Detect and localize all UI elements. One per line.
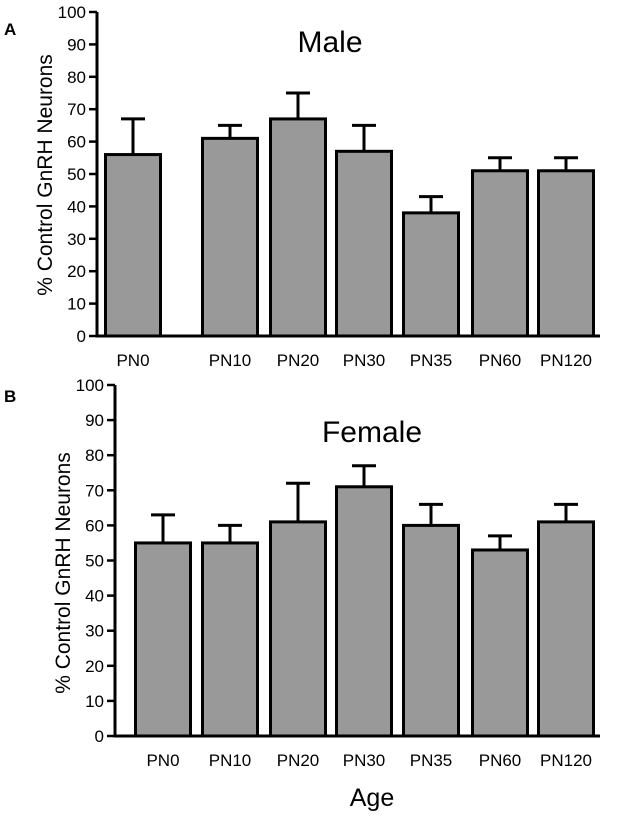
y-tick-label-male: 80: [67, 68, 86, 87]
x-tick-label-male: PN0: [116, 351, 149, 370]
x-tick-label-female: PN120: [540, 751, 592, 770]
panel-female: B Female % Control GnRH Neurons Age 0 10 2…: [4, 376, 600, 812]
x-tick-label-female: PN0: [146, 751, 179, 770]
chart-title-male: Male: [297, 26, 362, 59]
x-tick-label-male: PN20: [277, 351, 320, 370]
x-tick-label-female: PN60: [479, 751, 522, 770]
y-tick-label-female: 40: [85, 587, 104, 606]
x-tick-label-male: PN60: [479, 351, 522, 370]
y-tick-label-male: 70: [67, 100, 86, 119]
bar-female-pn120: [537, 520, 595, 738]
chart-title-female: Female: [322, 416, 422, 449]
y-tick-label-female: 10: [85, 692, 104, 711]
y-tick-label-female: 90: [85, 411, 104, 430]
y-tick-label-male: 40: [67, 197, 86, 216]
x-tick-label-male: PN30: [343, 351, 386, 370]
panel-letter-a: A: [4, 20, 16, 39]
y-axis-title-male: % Control GnRH Neurons: [34, 54, 57, 296]
bar-male-pn20: [269, 117, 327, 338]
x-tick-label-male: PN10: [209, 351, 252, 370]
y-tick-label-male: 30: [67, 230, 86, 249]
y-tick-label-male: 20: [67, 262, 86, 281]
bar-male-pn10: [201, 136, 259, 338]
y-tick-label-male: 0: [77, 327, 86, 346]
y-tick-label-male: 50: [67, 165, 86, 184]
x-axis-title: Age: [350, 784, 394, 812]
y-tick-label-female: 0: [95, 727, 104, 746]
y-tick-label-female: 50: [85, 552, 104, 571]
y-tick-label-female: 20: [85, 657, 104, 676]
y-tick-label-female: 80: [85, 446, 104, 465]
y-tick-label-female: 30: [85, 622, 104, 641]
bar-female-pn60: [471, 548, 529, 738]
panel-letter-b: B: [4, 387, 16, 406]
bar-female-pn35: [402, 523, 460, 738]
y-tick-label-female: 60: [85, 516, 104, 535]
y-tick-label-male: 90: [67, 35, 86, 54]
bar-male-pn35: [402, 211, 460, 338]
x-tick-label-male: PN120: [540, 351, 592, 370]
bar-female-pn0: [134, 541, 192, 738]
x-tick-label-female: PN35: [410, 751, 453, 770]
bar-male-pn30: [335, 149, 393, 338]
bar-male-pn0: [104, 153, 162, 338]
bar-female-pn20: [269, 520, 327, 738]
y-tick-label-male: 100: [58, 3, 86, 22]
y-tick-label-male: 60: [67, 133, 86, 152]
bar-female-pn30: [335, 485, 393, 738]
x-tick-label-female: PN10: [209, 751, 252, 770]
y-tick-label-female: 100: [76, 376, 104, 395]
x-tick-label-female: PN30: [343, 751, 386, 770]
y-tick-label-male: 10: [67, 295, 86, 314]
y-tick-label-female: 70: [85, 481, 104, 500]
y-axis-title-female: % Control GnRH Neurons: [52, 452, 75, 694]
bar-male-pn120: [537, 169, 595, 338]
x-tick-label-female: PN20: [277, 751, 320, 770]
panel-male: A Male % Control GnRH Neurons 0 10 20 30 40 5…: [4, 3, 600, 370]
bar-male-pn60: [471, 169, 529, 338]
x-tick-label-male: PN35: [410, 351, 453, 370]
bar-female-pn10: [201, 541, 259, 738]
